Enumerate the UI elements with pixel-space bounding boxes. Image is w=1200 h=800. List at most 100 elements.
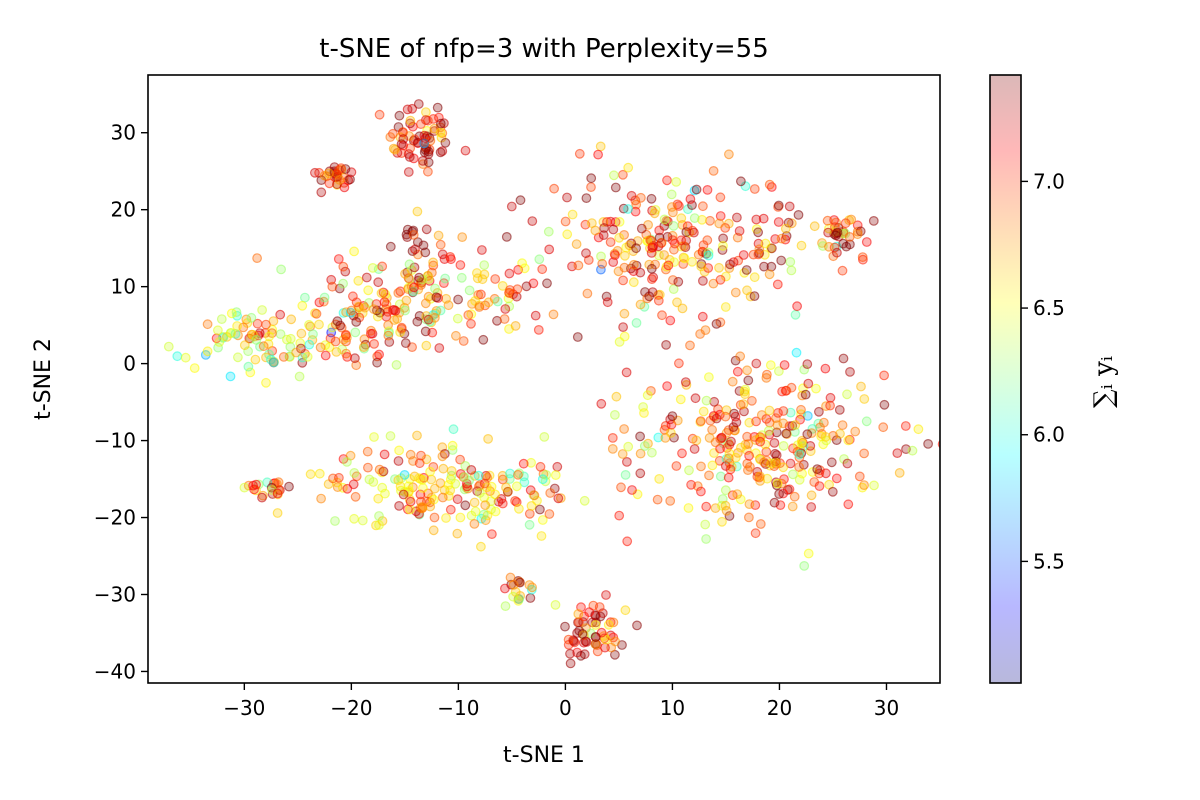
scatter-point <box>726 436 736 447</box>
scatter-point <box>780 223 791 234</box>
scatter-point <box>718 240 728 251</box>
scatter-point <box>750 528 761 539</box>
scatter-point <box>573 609 584 619</box>
scatter-point <box>701 501 712 512</box>
scatter-point <box>636 223 647 234</box>
scatter-point <box>773 408 783 418</box>
colorbar-ticks: 5.5 6.0 6.5 7.0 <box>1021 169 1065 573</box>
scatter-point <box>696 461 706 472</box>
scatter-point <box>475 488 485 498</box>
scatter-point <box>715 274 726 285</box>
scatter-point <box>226 328 237 338</box>
scatter-point <box>549 183 559 194</box>
scatter-point <box>421 107 431 117</box>
scatter-point <box>368 304 379 315</box>
scatter-point <box>297 300 308 311</box>
scatter-point <box>404 152 415 162</box>
scatter-point <box>225 371 236 382</box>
scatter-point <box>796 240 807 251</box>
scatter-point <box>786 265 797 276</box>
scatter-point <box>572 332 583 342</box>
scatter-point <box>567 209 578 220</box>
scatter-point <box>414 272 425 283</box>
scatter-point <box>351 317 362 327</box>
scatter-point <box>794 452 805 463</box>
scatter-point <box>478 334 489 345</box>
scatter-point <box>250 354 261 365</box>
scatter-point <box>861 416 872 427</box>
scatter-point <box>879 370 889 381</box>
scatter-point <box>725 259 735 270</box>
scatter-point <box>497 281 508 291</box>
scatter-point <box>478 509 489 520</box>
scatter-point <box>548 309 559 320</box>
scatter-point <box>258 341 269 352</box>
scatter-point <box>562 229 573 240</box>
scatter-point <box>278 352 289 362</box>
scatter-point <box>623 204 633 214</box>
scatter-point <box>172 351 183 362</box>
scatter-point <box>252 253 263 264</box>
scatter-point <box>608 617 619 628</box>
scatter-point <box>755 519 766 529</box>
scatter-point <box>374 511 384 521</box>
scatter-point <box>744 512 754 523</box>
x-tick-label: 20 <box>767 696 792 720</box>
scatter-point <box>607 444 618 454</box>
y-tick-label: −30 <box>94 582 136 606</box>
scatter-point <box>180 352 191 363</box>
scatter-point <box>553 493 564 504</box>
scatter-point <box>500 304 511 314</box>
scatter-point <box>666 189 677 200</box>
scatter-point <box>533 325 544 335</box>
scatter-point <box>720 500 731 511</box>
scatter-point <box>296 328 307 339</box>
scatter-point <box>683 503 694 513</box>
scatter-point <box>653 295 664 306</box>
scatter-point <box>601 634 611 645</box>
scatter-point <box>373 277 384 288</box>
scatter-point <box>642 390 653 401</box>
scatter-point <box>859 480 869 491</box>
scatter-point <box>268 357 279 368</box>
scatter-point <box>367 263 378 273</box>
scatter-point <box>736 442 746 453</box>
scatter-point <box>913 424 924 435</box>
scatter-point <box>437 492 448 503</box>
scatter-point <box>672 297 682 308</box>
scatter-point <box>616 482 626 493</box>
scatter-point <box>698 406 709 417</box>
scatter-point <box>537 264 548 275</box>
scatter-point <box>639 441 650 451</box>
scatter-point <box>338 278 349 289</box>
scatter-point <box>734 226 745 236</box>
scatter-point <box>524 519 535 530</box>
scatter-point <box>409 282 419 293</box>
scatter-point <box>501 231 512 242</box>
scatter-point <box>671 176 682 187</box>
scatter-point <box>715 443 725 454</box>
scatter-point <box>777 386 787 397</box>
scatter-point <box>779 360 790 370</box>
scatter-point <box>628 259 639 270</box>
scatter-point <box>646 193 657 204</box>
scatter-point <box>702 235 713 246</box>
scatter-point <box>764 179 775 190</box>
scatter-point <box>571 239 582 250</box>
scatter-point <box>350 353 360 364</box>
scatter-point <box>792 301 802 312</box>
scatter-point <box>404 259 415 270</box>
scatter-point <box>677 448 687 459</box>
scatter-point <box>272 508 283 518</box>
scatter-point <box>668 220 679 231</box>
scatter-point <box>654 474 665 484</box>
scatter-point <box>679 241 689 252</box>
scatter-point <box>492 296 503 307</box>
scatter-point <box>537 474 548 485</box>
scatter-point <box>497 470 508 481</box>
scatter-point <box>708 411 719 421</box>
scatter-point <box>759 457 769 468</box>
scatter-point <box>310 167 320 178</box>
scatter-point <box>767 243 777 254</box>
scatter-point <box>380 488 390 499</box>
